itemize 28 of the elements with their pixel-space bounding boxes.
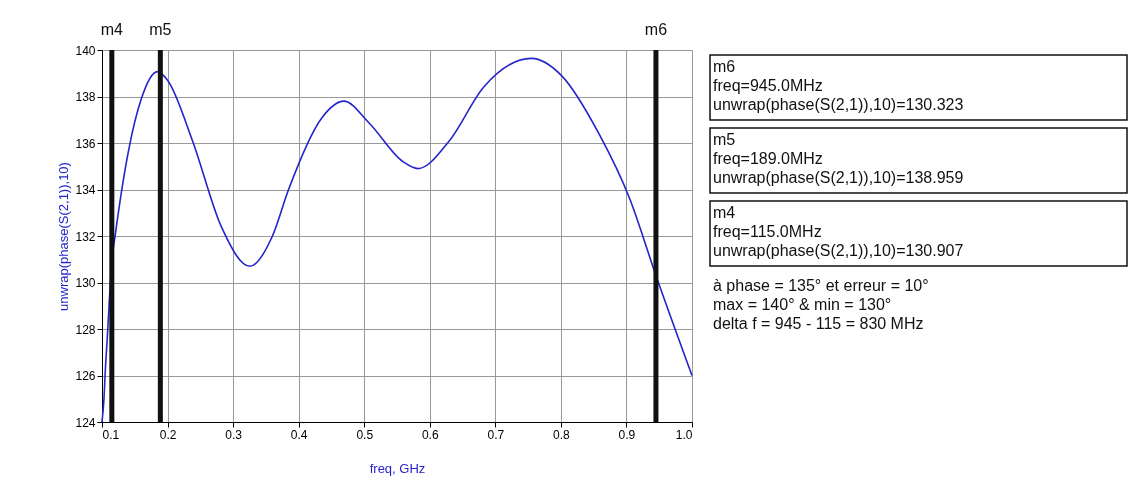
text: m5 freq=189.0MHz unwrap(phase(S(2,1)),10)=138.959 bbox=[713, 131, 964, 186]
y-axis-title: unwrap(phase(S(2,1)),10) bbox=[56, 162, 72, 311]
x-tick-label: 0.9 bbox=[618, 427, 636, 442]
x-tick-label: 0.2 bbox=[159, 427, 177, 442]
y-tick-label: 136 bbox=[75, 136, 96, 151]
y-tick-label: 130 bbox=[75, 276, 96, 290]
x-tick-label: 0.1 bbox=[102, 427, 120, 442]
text: à phase = 135° et erreur = 10° max = 140° & min = 130° delta f = 945 - 115 = 830 MHz bbox=[713, 277, 929, 332]
x-tick-label: 0.3 bbox=[225, 427, 243, 442]
ref-line-label: m5 bbox=[149, 21, 172, 38]
y-tick-label: 138 bbox=[75, 90, 96, 104]
y-tick-label: 140 bbox=[75, 43, 96, 58]
text: m4 freq=115.0MHz unwrap(phase(S(2,1)),10)=130.907 bbox=[713, 204, 964, 259]
y-tick-label: 124 bbox=[75, 415, 96, 430]
y-tick-label: 128 bbox=[75, 322, 96, 337]
x-tick-label: 0.6 bbox=[421, 427, 439, 442]
ref-line-label: m6 bbox=[644, 21, 668, 38]
y-tick-label: 134 bbox=[75, 183, 96, 197]
text: m6 freq=945.0MHz unwrap(phase(S(2,1)),10)=130.323 bbox=[713, 58, 964, 113]
x-tick-label: 0.4 bbox=[290, 427, 308, 442]
ref-line-label: m4 bbox=[100, 21, 124, 38]
x-tick-label: 0.8 bbox=[553, 427, 571, 442]
x-axis-title: freq, GHz bbox=[369, 460, 426, 476]
x-tick-label: 0.5 bbox=[356, 427, 374, 442]
x-tick-label: 0.7 bbox=[487, 427, 505, 442]
y-tick-label: 126 bbox=[75, 369, 96, 383]
y-tick-label: 132 bbox=[75, 229, 96, 244]
x-tick-label: 1.0 bbox=[675, 427, 693, 442]
